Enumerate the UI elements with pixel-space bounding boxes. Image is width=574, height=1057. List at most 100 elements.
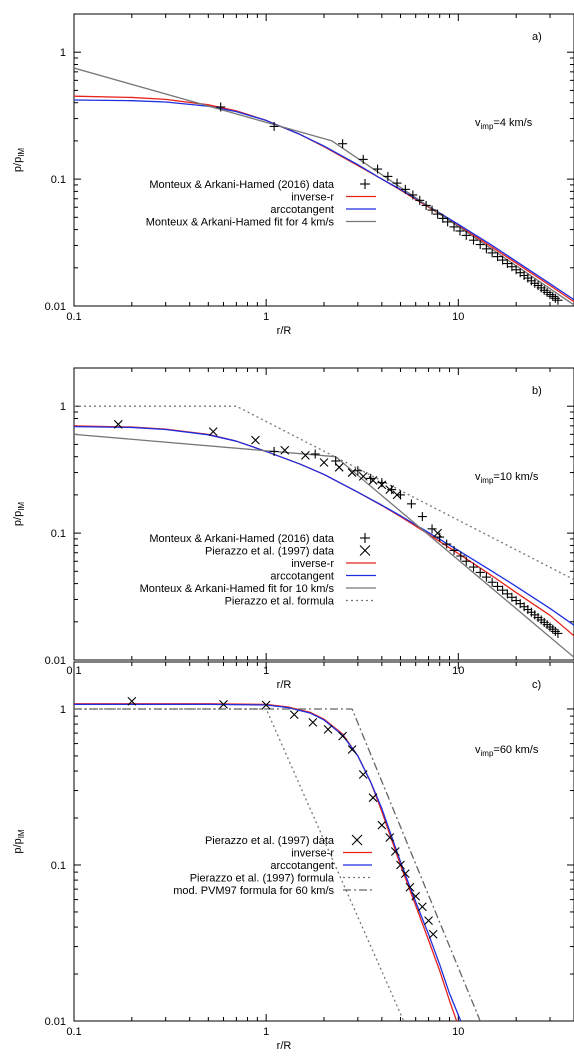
legend-label: inverse-r: [291, 848, 334, 860]
data-point-stroke: [385, 833, 395, 842]
legend-label: Pierazzo et al. (1997) data: [205, 835, 335, 847]
legend-label: Pierazzo et al. formula: [225, 596, 335, 608]
series-monteux-arkani-hamed-fit-for-4-km-s: [74, 67, 574, 306]
y-tick-label: 1: [60, 47, 66, 59]
legend-label: Monteux & Arkani-Hamed (2016) data: [149, 533, 335, 545]
data-point: [417, 902, 427, 912]
data-point: [455, 226, 465, 236]
legend-label: Pierazzo et al. (1997) data: [205, 546, 335, 558]
x-axis-label: r/R: [277, 679, 292, 691]
legend: Pierazzo et al. (1997) datainverse-rarcc…: [173, 834, 372, 897]
y-tick-label: 1: [60, 704, 66, 716]
data-point: [334, 462, 344, 472]
x-tick-label: 1: [263, 311, 269, 323]
legend-swatch: [360, 179, 370, 189]
y-axis-label: p/pIM: [12, 148, 26, 173]
data-point-stroke: [396, 860, 405, 870]
data-point: [481, 244, 491, 254]
data-point-stroke: [338, 731, 348, 741]
data-point: [353, 466, 363, 476]
data-point: [358, 471, 368, 481]
data-point-stroke: [347, 468, 357, 477]
data-point-stroke: [280, 445, 290, 455]
series-monteux-arkani-hamed-2016-data: [269, 446, 563, 638]
series-line: [74, 99, 574, 301]
data-point: [113, 419, 123, 429]
data-point: [433, 209, 443, 219]
legend-swatch: [351, 834, 363, 846]
data-point-stroke: [323, 724, 333, 734]
data-point: [493, 581, 503, 591]
data-point-stroke: [424, 916, 433, 925]
data-point: [553, 295, 563, 305]
series-arccotangent: [74, 426, 574, 626]
legend-label: Monteux & Arkani-Hamed fit for 4 km/s: [146, 217, 335, 229]
data-point-stroke: [319, 458, 329, 467]
y-tick-label: 0.1: [51, 174, 66, 186]
data-point-stroke: [308, 718, 318, 727]
data-point-stroke: [428, 929, 438, 939]
legend-label: arccotangent: [270, 571, 334, 583]
data-point: [433, 528, 442, 538]
y-tick-label: 0.01: [45, 301, 66, 313]
data-point: [442, 539, 452, 549]
data-point: [411, 891, 421, 901]
y-tick-label: 0.01: [45, 655, 66, 667]
data-point: [251, 435, 260, 445]
panel-label: b): [532, 385, 542, 397]
data-point-stroke: [377, 820, 387, 830]
data-point-stroke: [368, 793, 378, 803]
data-point: [377, 820, 387, 830]
data-point: [392, 490, 402, 500]
series-line: [74, 426, 574, 626]
series-monteux-arkani-hamed-2016-data: [216, 102, 563, 305]
data-point: [368, 793, 378, 803]
data-point: [427, 524, 437, 534]
legend-swatch-stroke: [351, 834, 363, 846]
x-tick-label: 10: [452, 311, 464, 323]
data-point: [269, 446, 279, 456]
velocity-annotation-value: =10 km/s: [493, 471, 538, 483]
plot-area: [74, 696, 481, 1021]
y-tick-label: 0.01: [45, 1016, 66, 1028]
data-point: [387, 485, 397, 495]
y-axis-label: p/pIM: [12, 502, 26, 527]
data-point: [396, 860, 405, 870]
data-point: [358, 770, 368, 779]
data-point-stroke: [433, 528, 442, 538]
x-tick-label: 0.1: [66, 1026, 81, 1038]
data-point: [269, 121, 279, 131]
legend-label: Monteux & Arkani-Hamed (2016) data: [149, 179, 335, 191]
y-tick-label: 0.1: [51, 528, 66, 540]
data-point-stroke: [300, 450, 310, 460]
data-point: [261, 700, 271, 710]
x-tick-label: 10: [452, 665, 464, 677]
data-point: [216, 102, 226, 112]
velocity-annotation: vimp=10 km/s: [475, 471, 539, 485]
velocity-annotation-subscript: imp: [481, 122, 494, 131]
data-point-stroke: [358, 471, 368, 481]
data-point-stroke: [392, 490, 402, 500]
data-point-stroke: [334, 462, 344, 472]
data-point-stroke: [417, 902, 427, 912]
series-line: [74, 703, 458, 1021]
data-point: [377, 478, 387, 488]
velocity-annotation-subscript: imp: [481, 476, 494, 485]
data-point: [347, 468, 357, 477]
y-axis-label-base: p/p: [12, 838, 24, 853]
series-mod-pvm97-formula-for-60-km-s: [74, 708, 481, 1021]
data-point: [308, 718, 318, 727]
data-point: [289, 710, 299, 720]
data-point: [449, 222, 459, 232]
y-axis-label-base: p/p: [12, 511, 24, 526]
y-axis-label: p/pIM: [12, 829, 26, 854]
legend-swatch: [359, 545, 371, 556]
data-point: [487, 248, 497, 258]
data-point: [449, 545, 459, 555]
x-tick-label: 10: [452, 1026, 464, 1038]
data-point: [493, 252, 503, 262]
velocity-annotation-subscript: imp: [481, 749, 494, 758]
velocity-annotation: vimp=60 km/s: [475, 744, 539, 758]
legend-label: Pierazzo et al. (1997) formula: [190, 873, 335, 885]
